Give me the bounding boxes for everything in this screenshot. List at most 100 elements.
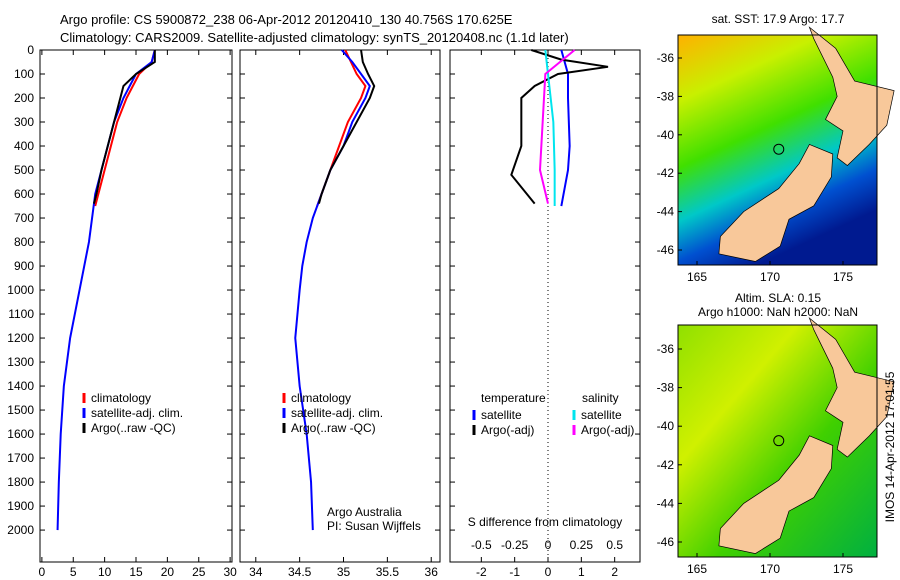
series-line-climatology bbox=[316, 49, 367, 207]
y-tick-label: 900 bbox=[14, 259, 34, 273]
north-island-land bbox=[808, 317, 895, 458]
x-tick-label: 35 bbox=[337, 565, 351, 579]
map2-title: Altim. SLA: 0.15 bbox=[734, 291, 822, 305]
map2-subtitle: Argo h1000: NaN h2000: NaN bbox=[697, 305, 859, 319]
legend-label: satellite bbox=[481, 408, 522, 422]
y-tick-label: 1400 bbox=[7, 379, 34, 393]
y-tick-label: 1000 bbox=[7, 283, 34, 297]
map-y-tick-label: -40 bbox=[657, 419, 675, 433]
map-x-tick-label: 175 bbox=[833, 562, 853, 576]
x-tick-label: 5 bbox=[70, 565, 77, 579]
x-tick-label: 34 bbox=[249, 565, 263, 579]
map-y-tick-label: -44 bbox=[657, 205, 675, 219]
y-tick-label: 300 bbox=[14, 115, 34, 129]
annotation-text: PI: Susan Wijffels bbox=[327, 519, 421, 533]
series-line-satellite-adj-clim- bbox=[56, 49, 156, 531]
map-y-tick-label: -40 bbox=[657, 128, 675, 142]
y-tick-label: 1800 bbox=[7, 475, 34, 489]
x-tick-label: 20 bbox=[161, 565, 175, 579]
y-tick-label: 1200 bbox=[7, 331, 34, 345]
map-y-tick-label: -42 bbox=[657, 458, 675, 472]
s-tick-label: 0.25 bbox=[570, 538, 594, 552]
y-tick-label: 500 bbox=[14, 163, 34, 177]
legend-label: Argo(-adj) bbox=[581, 423, 634, 437]
y-tick-label: 1900 bbox=[7, 499, 34, 513]
series-line-satellite-adj-clim- bbox=[294, 49, 371, 531]
map-y-tick-label: -46 bbox=[657, 535, 675, 549]
y-tick-label: 1600 bbox=[7, 427, 34, 441]
legend-label: satellite bbox=[581, 408, 622, 422]
x-tick-label: 35.5 bbox=[376, 565, 400, 579]
argo-location-marker bbox=[773, 143, 785, 155]
map-x-tick-label: 170 bbox=[760, 270, 780, 284]
s-axis-label: S difference from climatology bbox=[468, 515, 623, 529]
series-line-t-argo-adj- bbox=[510, 49, 609, 205]
s-tick-label: -0.5 bbox=[471, 538, 492, 552]
y-tick-label: 2000 bbox=[7, 523, 34, 537]
legend-label: climatology bbox=[91, 391, 151, 405]
map-x-tick-label: 175 bbox=[833, 270, 853, 284]
x-tick-label: 30 bbox=[223, 565, 237, 579]
map-x-tick-label: 170 bbox=[760, 562, 780, 576]
legend-label: Argo(..raw -QC) bbox=[291, 421, 376, 435]
title-line-2: Climatology: CARS2009. Satellite-adjuste… bbox=[60, 30, 569, 45]
map-x-tick-label: 165 bbox=[687, 562, 707, 576]
s-tick-label: -0.25 bbox=[501, 538, 529, 552]
map-y-tick-label: -36 bbox=[657, 51, 675, 65]
legend-label: Argo(..raw -QC) bbox=[91, 421, 176, 435]
panel-2-frame bbox=[449, 49, 641, 563]
x-tick-label: 34.5 bbox=[288, 565, 312, 579]
y-tick-label: 1100 bbox=[8, 307, 34, 321]
legend-label: satellite-adj. clim. bbox=[91, 406, 183, 420]
north-island-land bbox=[808, 26, 895, 166]
x-tick-label: 0 bbox=[39, 565, 46, 579]
map-x-tick-label: 165 bbox=[687, 270, 707, 284]
map-y-tick-label: -42 bbox=[657, 166, 675, 180]
x-tick-label: 15 bbox=[129, 565, 143, 579]
series-line-s-satellite bbox=[544, 49, 556, 207]
y-tick-label: 800 bbox=[14, 235, 34, 249]
series-line-climatology bbox=[94, 49, 156, 207]
x-tick-label: 25 bbox=[192, 565, 206, 579]
x-tick-label: 36 bbox=[425, 565, 439, 579]
y-tick-label: 1500 bbox=[7, 403, 34, 417]
legend-label: satellite-adj. clim. bbox=[291, 406, 383, 420]
s-tick-label: 0.5 bbox=[606, 538, 623, 552]
argo-location-marker bbox=[773, 435, 785, 447]
legend-label: Argo(-adj) bbox=[481, 423, 534, 437]
s-tick-label: 0 bbox=[545, 538, 552, 552]
legend-title-temperature: temperature bbox=[481, 391, 546, 405]
y-tick-label: 400 bbox=[14, 139, 34, 153]
y-tick-label: 100 bbox=[14, 67, 34, 81]
legend-title-salinity: salinity bbox=[582, 391, 619, 405]
map-y-tick-label: -38 bbox=[657, 89, 675, 103]
south-island-land bbox=[718, 435, 834, 554]
annotation-text: Argo Australia bbox=[327, 505, 402, 519]
series-line-t-satellite bbox=[560, 49, 571, 207]
panel-1-frame bbox=[239, 49, 441, 563]
map1-title: sat. SST: 17.9 Argo: 17.7 bbox=[711, 12, 845, 26]
legend-label: climatology bbox=[291, 391, 351, 405]
map-1-frame bbox=[677, 324, 878, 558]
series-line-argo-raw-qc- bbox=[92, 50, 156, 204]
map-y-tick-label: -44 bbox=[657, 496, 675, 510]
y-tick-label: 1700 bbox=[7, 451, 34, 465]
y-tick-label: 700 bbox=[14, 211, 34, 225]
title-line-1: Argo profile: CS 5900872_238 06-Apr-2012… bbox=[60, 12, 513, 27]
x-tick-label: 10 bbox=[98, 565, 112, 579]
map-y-tick-label: -38 bbox=[657, 381, 675, 395]
panel-0-frame bbox=[39, 49, 233, 563]
y-tick-label: 1300 bbox=[7, 355, 34, 369]
y-tick-label: 0 bbox=[27, 43, 34, 57]
map-y-tick-label: -36 bbox=[657, 342, 675, 356]
y-tick-label: 600 bbox=[14, 187, 34, 201]
x-tick-label: -2 bbox=[476, 565, 487, 579]
map-y-tick-label: -46 bbox=[657, 243, 675, 257]
y-tick-label: 200 bbox=[14, 91, 34, 105]
x-tick-label: 2 bbox=[611, 565, 618, 579]
x-tick-label: 0 bbox=[545, 565, 552, 579]
imos-timestamp-label: IMOS 14-Apr-2012 17:01:55 bbox=[883, 371, 897, 523]
series-line-s-argo-adj- bbox=[538, 49, 576, 204]
